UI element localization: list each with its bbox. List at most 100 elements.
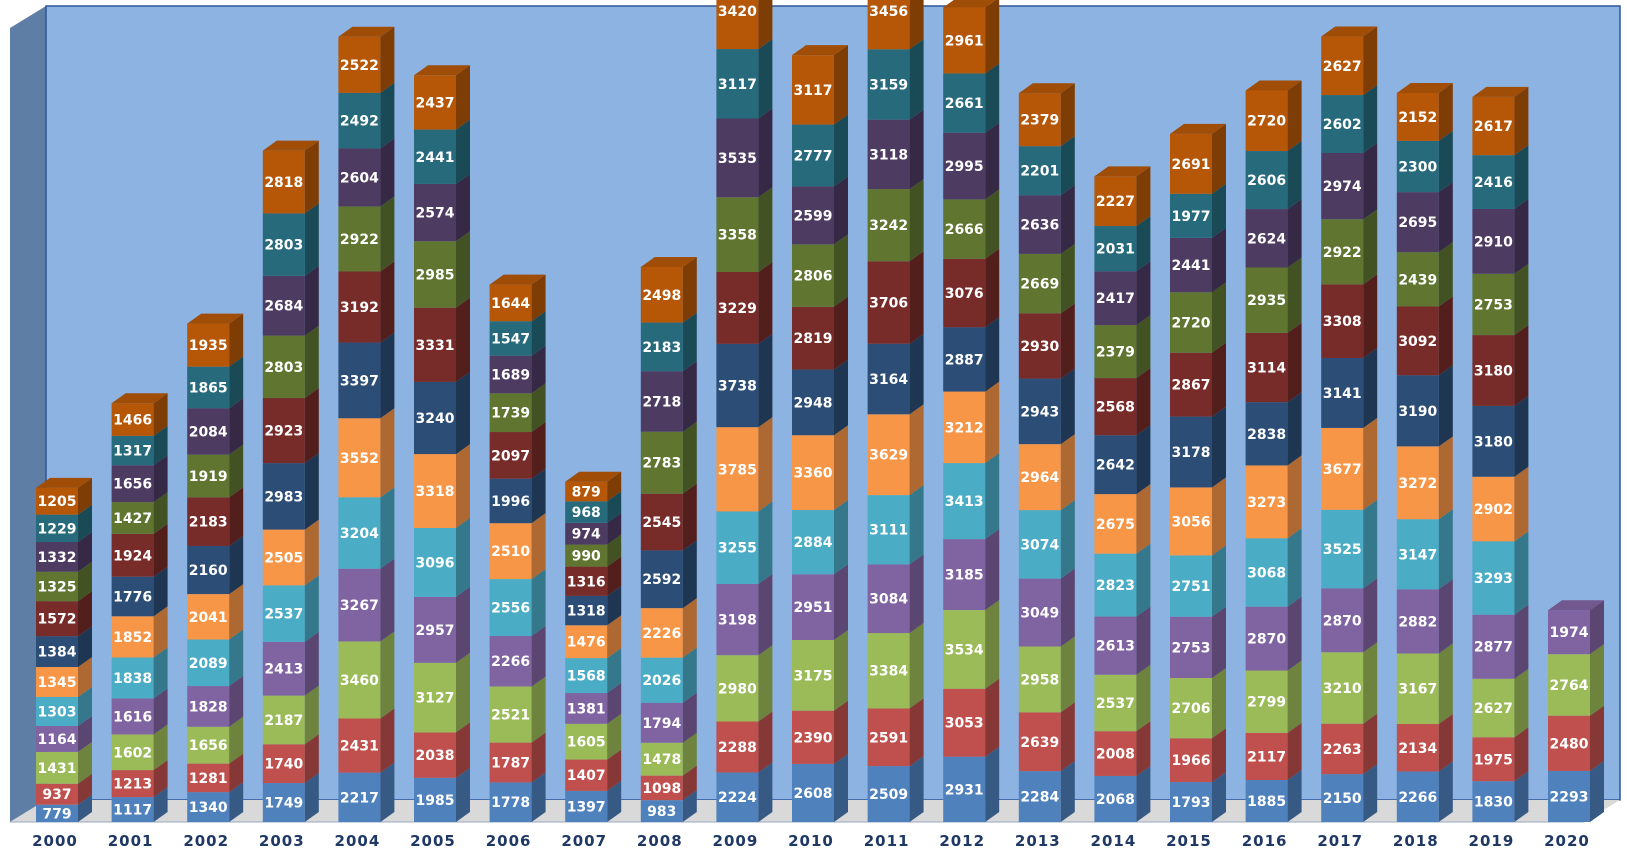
segment-2004-11: 2492 bbox=[338, 82, 395, 149]
data-label: 3175 bbox=[794, 668, 833, 684]
segment-side bbox=[380, 261, 395, 343]
segment-side bbox=[456, 517, 470, 597]
segment-front bbox=[111, 403, 154, 436]
segment-front bbox=[1018, 378, 1061, 445]
segment-2001-1: 1117 bbox=[111, 787, 168, 822]
segment-front bbox=[111, 502, 154, 534]
segment-side bbox=[1514, 668, 1529, 738]
segment-2005-6: 3318 bbox=[414, 444, 470, 528]
segment-2012-4: 3185 bbox=[943, 529, 1000, 611]
segment-2007-8: 1316 bbox=[565, 556, 622, 596]
segment-2003-12: 2818 bbox=[262, 140, 319, 214]
segment-front bbox=[338, 568, 381, 642]
segment-front bbox=[640, 431, 683, 494]
segment-2004-1: 2217 bbox=[338, 762, 395, 822]
segment-top bbox=[640, 256, 697, 267]
segment-front bbox=[1396, 589, 1439, 654]
segment-front bbox=[1018, 195, 1061, 254]
data-label: 1317 bbox=[113, 444, 152, 460]
segment-2016-4: 2870 bbox=[1245, 596, 1302, 671]
segment-front bbox=[640, 742, 683, 776]
segment-2016-8: 3114 bbox=[1245, 322, 1302, 403]
segment-2008-8: 2545 bbox=[640, 483, 697, 551]
data-label: 3178 bbox=[1172, 445, 1211, 461]
data-label: 3167 bbox=[1398, 682, 1437, 698]
segment-side bbox=[78, 794, 92, 822]
data-label: 2882 bbox=[1398, 614, 1437, 630]
segment-side bbox=[909, 251, 924, 344]
segment-front bbox=[1396, 306, 1439, 376]
segment-front bbox=[716, 0, 759, 50]
data-label: 3147 bbox=[1398, 547, 1437, 563]
data-label: 1644 bbox=[491, 296, 530, 312]
segment-side bbox=[380, 631, 395, 719]
segment-front bbox=[187, 792, 230, 822]
segment-top bbox=[1396, 82, 1453, 93]
segment-front bbox=[489, 355, 532, 394]
segment-front bbox=[565, 723, 608, 760]
segment-front bbox=[414, 777, 456, 822]
segment-front bbox=[36, 667, 78, 697]
segment-2006-2: 1787 bbox=[489, 732, 546, 783]
segment-2011-4: 3084 bbox=[867, 554, 924, 634]
data-label: 2266 bbox=[1398, 790, 1437, 806]
segment-2012-11: 2661 bbox=[943, 63, 1000, 133]
segment-side bbox=[1136, 368, 1151, 436]
segment-side bbox=[456, 444, 470, 528]
segment-front bbox=[187, 686, 230, 727]
segment-front bbox=[1170, 782, 1212, 822]
segment-front bbox=[867, 633, 910, 709]
segment-front bbox=[716, 343, 759, 428]
segment-2018-6: 3272 bbox=[1396, 436, 1453, 520]
bar-2010: 2608 2390 3175 2951 2884 3360 2948 2819 2806 2599… bbox=[792, 45, 848, 822]
segment-front bbox=[1245, 402, 1288, 466]
data-label: 1164 bbox=[38, 732, 77, 748]
segment-front bbox=[111, 797, 154, 822]
segment-2017-8: 3308 bbox=[1321, 274, 1378, 358]
segment-front bbox=[792, 55, 834, 125]
segment-side bbox=[304, 140, 319, 214]
segment-side bbox=[1136, 484, 1151, 554]
data-label: 2838 bbox=[1247, 427, 1286, 443]
data-label: 2777 bbox=[794, 148, 833, 164]
segment-top bbox=[414, 65, 470, 76]
segment-front bbox=[716, 427, 759, 512]
segment-side bbox=[531, 422, 546, 479]
segment-2011-2: 2591 bbox=[867, 698, 924, 767]
x-tick-label: 2018 bbox=[1393, 832, 1439, 850]
segment-2019-8: 3180 bbox=[1472, 325, 1529, 406]
bar-2008: 983 1098 1478 1794 2026 2226 2592 2545 2783 2718 2… bbox=[640, 256, 697, 822]
segment-side bbox=[229, 356, 244, 409]
data-label: 2961 bbox=[945, 33, 984, 49]
x-tick-label: 2005 bbox=[410, 832, 456, 850]
segment-top bbox=[792, 45, 848, 56]
segment-front bbox=[414, 183, 456, 242]
segment-2011-11: 3159 bbox=[867, 39, 924, 120]
segment-side bbox=[1438, 436, 1453, 520]
segment-2017-7: 3141 bbox=[1321, 347, 1378, 428]
segment-2012-7: 2887 bbox=[943, 317, 1000, 392]
data-label: 2985 bbox=[416, 268, 455, 284]
segment-front bbox=[1170, 352, 1212, 417]
segment-2015-2: 1966 bbox=[1170, 728, 1226, 783]
segment-2005-9: 2985 bbox=[414, 231, 470, 308]
data-label: 1213 bbox=[113, 777, 152, 793]
segment-front bbox=[1321, 509, 1364, 589]
segment-side bbox=[1438, 509, 1453, 590]
data-label: 3210 bbox=[1323, 681, 1362, 697]
segment-side bbox=[985, 529, 1000, 611]
data-label: 2480 bbox=[1550, 736, 1589, 752]
segment-front bbox=[1321, 723, 1364, 775]
segment-side bbox=[985, 189, 1000, 259]
segment-side bbox=[1514, 771, 1529, 822]
segment-2020-2: 2480 bbox=[1548, 705, 1604, 771]
segment-2009-1: 2224 bbox=[716, 762, 773, 822]
segment-side bbox=[531, 569, 546, 637]
segment-front bbox=[1472, 781, 1515, 822]
segment-2012-8: 3076 bbox=[943, 248, 1000, 328]
data-label: 2041 bbox=[189, 610, 228, 626]
data-label: 2592 bbox=[642, 572, 681, 588]
segment-front bbox=[716, 655, 759, 722]
segment-side bbox=[380, 487, 395, 569]
segment-front bbox=[1094, 176, 1137, 227]
